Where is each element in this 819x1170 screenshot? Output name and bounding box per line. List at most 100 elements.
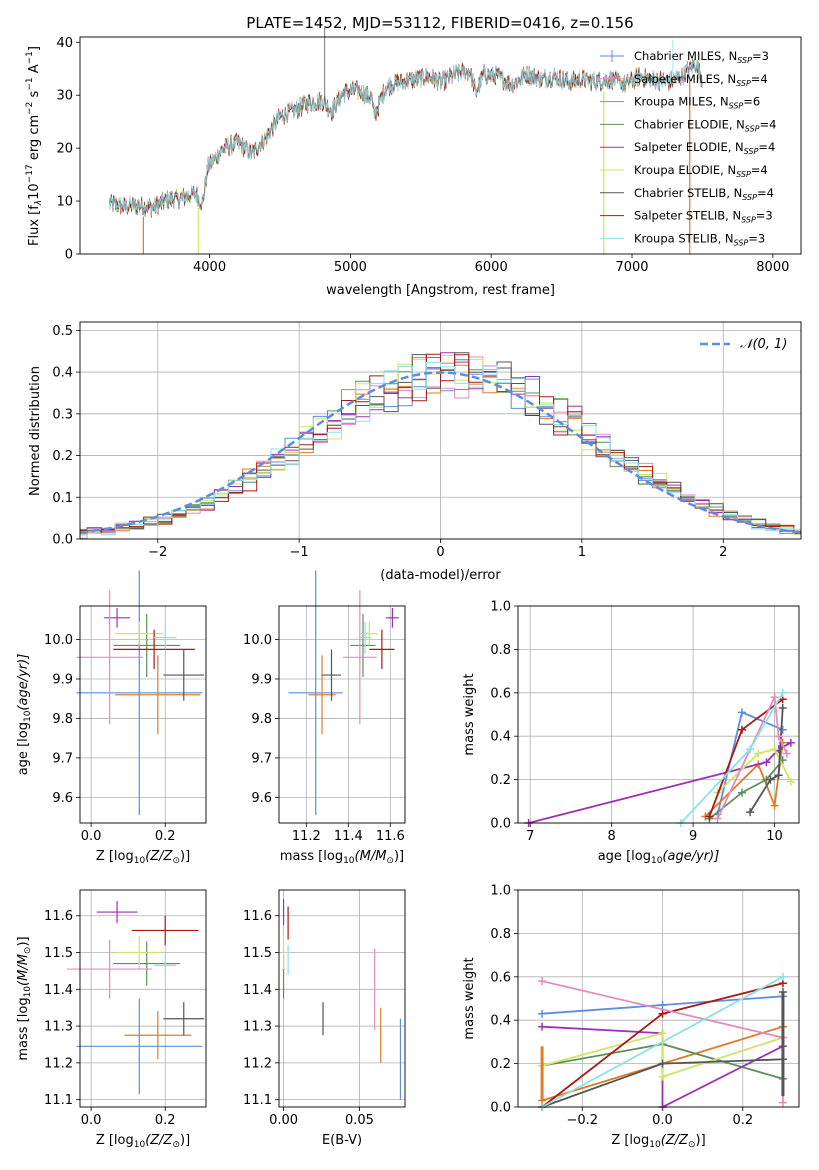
x-tick-label: 0.2 (155, 1113, 176, 1128)
y-tick-label: 0 (65, 248, 73, 263)
y-tick-label: 9.7 (251, 751, 272, 766)
x-tick-label: 7000 (615, 260, 648, 275)
axes-frame (79, 889, 207, 1108)
legend-entry: Chabrier MILES, NSSP=3 (634, 49, 769, 65)
y-tick-label: 9.6 (52, 791, 73, 806)
axes-frame (79, 605, 207, 824)
x-tick-label: 9 (689, 829, 697, 844)
x-tick-label: 11.2 (292, 829, 321, 844)
y-axis-label: Normed distribution (28, 366, 43, 496)
axes-frame (79, 321, 802, 540)
weight-vs-metallicity-panel: −0.2 0.0 0.2 0.0 0.2 0.4 0.6 0.8 1.0 Z [log10(Z/Z… (462, 884, 800, 1150)
weight-point (737, 725, 746, 734)
x-tick-label: 0.05 (345, 1113, 374, 1128)
legend-entry: Chabrier STELIB, NSSP=4 (634, 186, 774, 202)
histogram-series (80, 361, 801, 536)
weight-point (778, 703, 787, 712)
x-tick-label: −0.2 (566, 1113, 598, 1128)
weight-point (713, 814, 722, 823)
x-tick-label: 6000 (475, 260, 508, 275)
y-tick-label: 11.6 (243, 909, 272, 924)
y-tick-label: 0.2 (490, 1057, 511, 1072)
y-tick-label: 0.5 (52, 324, 73, 339)
weight-point (737, 708, 746, 717)
weight-point (658, 1001, 667, 1010)
x-tick-label: 10 (766, 829, 783, 844)
axes-frame (517, 605, 800, 824)
y-tick-label: 0.3 (52, 407, 73, 422)
y-tick-label: 11.2 (44, 1056, 73, 1071)
y-axis-label: mass weight (462, 957, 477, 1039)
y-tick-label: 0.6 (490, 686, 511, 701)
residual-histogram-panel: −2 −1 0 1 2 0.0 0.1 0.2 0.3 0.4 0.5 (data-model)/er… (28, 321, 802, 583)
y-tick-label: 1.0 (490, 600, 511, 615)
x-tick-label: 1 (578, 545, 586, 560)
y-tick-label: 10.0 (243, 633, 272, 648)
y-tick-label: 9.8 (251, 712, 272, 727)
legend-entry: Salpeter STELIB, NSSP=3 (634, 209, 773, 225)
x-axis-label: E(B-V) (322, 1133, 362, 1148)
weight-point (778, 725, 787, 734)
x-tick-label: 8000 (756, 260, 789, 275)
x-tick-label: 4000 (193, 260, 226, 275)
x-axis-label: Z [log10(Z/Z⊙)] (96, 849, 190, 866)
spectrum-panel: 4000 5000 6000 7000 8000 0 10 20 30 40 wavelength … (25, 26, 802, 298)
y-tick-label: 0.2 (490, 773, 511, 788)
weight-point (737, 788, 746, 797)
weight-point (658, 1072, 667, 1081)
age-vs-mass-panel: 11.2 11.4 11.6 9.6 9.7 9.8 9.9 10.0 mass [log10(… (243, 570, 406, 866)
legend-entry: Salpeter ELODIE, NSSP=4 (634, 140, 775, 156)
weight-point (766, 775, 775, 784)
legend-entry: Salpeter MILES, NSSP=4 (634, 72, 768, 88)
weight-point (746, 808, 755, 817)
y-tick-label: 11.4 (243, 983, 272, 998)
weight-vs-age-panel: 7 8 9 10 0.0 0.2 0.4 0.6 0.8 1.0 age [log10(age/yr… (462, 600, 800, 866)
weight-point (786, 738, 795, 747)
weight-series (541, 1032, 784, 1078)
weight-point (774, 732, 783, 741)
y-tick-label: 0.8 (490, 643, 511, 658)
weight-point (778, 1098, 787, 1107)
weight-series (708, 759, 784, 820)
legend-entry: 𝒩(0, 1) (740, 337, 787, 352)
weight-point (778, 688, 787, 697)
x-tick-label: 0.0 (652, 1113, 673, 1128)
spectrum-series (109, 59, 703, 216)
x-axis-label: wavelength [Angstrom, rest frame] (326, 283, 555, 298)
y-tick-label: 10 (56, 195, 73, 210)
y-tick-label: 11.5 (243, 946, 272, 961)
x-tick-label: −2 (148, 545, 167, 560)
weight-point (786, 777, 795, 786)
x-tick-label: 0.0 (81, 1113, 102, 1128)
x-tick-label: 0.2 (732, 1113, 753, 1128)
figure-title: PLATE=1452, MJD=53112, FIBERID=0416, z=0… (246, 14, 633, 32)
y-tick-label: 40 (56, 36, 73, 51)
mass-vs-ebv-panel: 0.00 0.05 11.1 11.2 11.3 11.4 11.5 11.6 E(B-V) (243, 889, 406, 1148)
y-tick-label: 10.0 (44, 633, 73, 648)
x-tick-label: 8 (608, 829, 616, 844)
y-tick-label: 0.4 (490, 730, 511, 745)
y-tick-label: 0.0 (490, 817, 511, 832)
weight-point (705, 812, 714, 821)
weight-series (716, 748, 792, 794)
y-tick-label: 0.6 (490, 970, 511, 985)
y-tick-label: 11.3 (243, 1020, 272, 1035)
weight-point (658, 1029, 667, 1038)
y-tick-label: 11.2 (243, 1056, 272, 1071)
y-tick-label: 11.3 (44, 1020, 73, 1035)
axes-frame (79, 36, 802, 255)
x-axis-label: age [log10(age/yr)] (598, 849, 720, 866)
weight-point (658, 1009, 667, 1018)
x-tick-label: 5000 (334, 260, 367, 275)
axes-frame (517, 889, 800, 1108)
y-tick-label: 0.8 (490, 927, 511, 942)
weight-point (770, 801, 779, 810)
weight-point (746, 745, 755, 754)
y-tick-label: 30 (56, 89, 73, 104)
y-tick-label: 0.0 (52, 533, 73, 548)
weight-point (770, 693, 779, 702)
weight-series (528, 741, 792, 824)
weight-point (538, 977, 547, 986)
y-tick-label: 0.1 (52, 491, 73, 506)
y-tick-label: 9.8 (52, 712, 73, 727)
